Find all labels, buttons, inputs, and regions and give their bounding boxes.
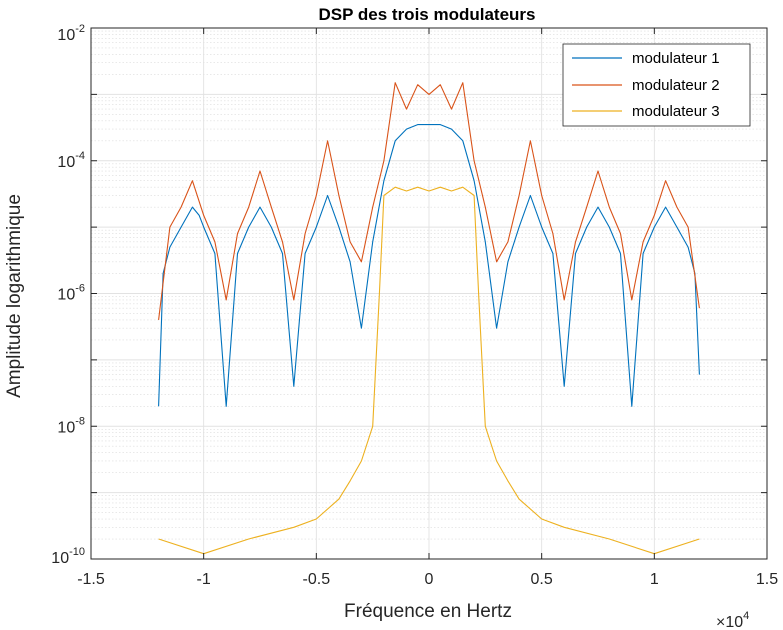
y-tick-power: -10 [69,546,85,558]
legend-label-modulateur-2: modulateur 2 [632,77,720,94]
legend-label-modulateur-3: modulateur 3 [632,103,720,120]
x-tick-label: 1.5 [756,571,778,588]
x-axis-label: Fréquence en Hertz [344,601,512,622]
series-line-modulateur-2 [158,82,700,320]
y-tick-base: 10 [57,287,75,304]
x-axis-exponent-base: ×10 [716,614,743,630]
x-tick-label: -1 [197,571,211,588]
x-tick-label: 1 [650,571,659,588]
y-tick-label: 10-2 [57,23,85,44]
x-tick-label: 0.5 [531,571,553,588]
x-axis-exponent-power: 4 [743,610,749,622]
y-tick-label: 10-10 [51,546,85,567]
y-tick-base: 10 [57,27,75,44]
y-axis-label: Amplitude logarithmique [4,194,25,398]
y-tick-label: 10-4 [57,150,85,171]
series-line-modulateur-1 [158,124,700,407]
y-tick-base: 10 [57,419,75,436]
y-tick-base: 10 [51,550,69,567]
y-tick-power: -2 [75,23,85,35]
major-grid [90,27,768,560]
legend-label-modulateur-1: modulateur 1 [632,50,720,67]
series-line-modulateur-3 [158,186,700,555]
y-tick-power: -4 [75,150,85,162]
series-layer [158,82,700,555]
x-axis-exponent: ×104 [716,610,749,630]
legend: modulateur 1 modulateur 2 modulateur 3 [562,43,751,127]
y-tick-power: -8 [75,415,85,427]
y-tick-label: 10-6 [57,283,85,304]
y-tick-base: 10 [57,154,75,171]
x-axis-ticks: -1.5 -1 -0.5 0 0.5 1 1.5 [77,28,778,588]
x-tick-label: 0 [425,571,434,588]
x-tick-label: -1.5 [77,571,105,588]
y-tick-power: -6 [75,283,85,295]
x-tick-label: -0.5 [303,571,331,588]
y-tick-label: 10-8 [57,415,85,436]
chart-title: DSP des trois modulateurs [319,5,536,24]
